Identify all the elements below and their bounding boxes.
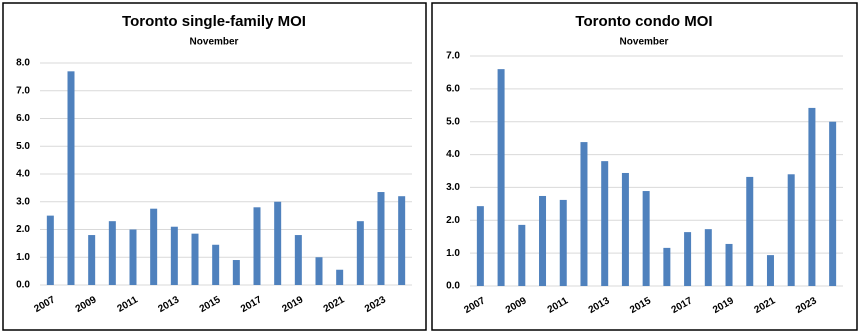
y-tick-label: 3.0	[16, 196, 30, 207]
bar	[497, 69, 505, 287]
chart-subtitle: November	[620, 37, 669, 48]
bar	[315, 257, 323, 285]
bar	[539, 195, 547, 286]
y-tick-label: 5.0	[16, 141, 30, 152]
x-tick-label: 2007	[462, 295, 487, 316]
x-tick-label: 2017	[670, 295, 695, 316]
x-tick-label: 2019	[280, 294, 305, 315]
bar	[67, 71, 75, 285]
bar	[684, 232, 692, 286]
bar	[398, 196, 406, 285]
y-tick-label: 4.0	[446, 149, 460, 160]
bar	[46, 215, 54, 285]
bar	[356, 221, 364, 285]
x-tick-label: 2015	[198, 294, 223, 315]
bar	[253, 207, 261, 285]
bar	[108, 221, 116, 285]
bar	[663, 247, 671, 286]
y-tick-label: 6.0	[446, 83, 460, 94]
y-tick-label: 1.0	[16, 252, 30, 263]
bar	[294, 235, 302, 285]
x-tick-label: 2013	[587, 295, 612, 316]
y-tick-label: 2.0	[446, 215, 460, 226]
x-tick-label: 2009	[74, 294, 99, 315]
chart-title: Toronto single-family MOI	[122, 13, 306, 30]
bar	[642, 191, 650, 286]
bar	[336, 269, 344, 285]
x-tick-label: 2023	[794, 295, 819, 316]
x-tick-label: 2021	[322, 294, 347, 315]
bar	[725, 243, 733, 286]
right-panel-frame	[431, 2, 858, 331]
bar	[232, 260, 240, 285]
bar	[150, 208, 158, 285]
x-tick-label: 2015	[628, 295, 653, 316]
y-tick-label: 1.0	[446, 248, 460, 259]
bar	[476, 206, 484, 286]
bar	[170, 226, 178, 285]
bar	[518, 224, 526, 286]
bar	[766, 255, 774, 286]
y-tick-label: 7.0	[16, 85, 30, 96]
x-tick-label: 2007	[32, 294, 57, 315]
y-tick-label: 0.0	[16, 280, 30, 291]
bar	[212, 244, 220, 285]
bar	[88, 235, 96, 285]
x-tick-label: 2013	[156, 294, 181, 315]
bar	[787, 174, 795, 286]
y-tick-label: 8.0	[16, 58, 30, 69]
x-tick-label: 2023	[363, 294, 388, 315]
bar	[621, 172, 629, 286]
x-tick-label: 2011	[116, 294, 141, 315]
bar	[746, 176, 754, 286]
x-tick-label: 2019	[711, 295, 736, 316]
bar	[601, 161, 609, 286]
y-tick-label: 2.0	[16, 224, 30, 235]
bar	[191, 233, 199, 285]
x-tick-label: 2009	[504, 295, 529, 316]
y-tick-label: 0.0	[446, 281, 460, 292]
bar	[704, 229, 712, 286]
y-tick-label: 6.0	[16, 113, 30, 124]
chart-title: Toronto condo MOI	[575, 13, 712, 30]
y-tick-label: 7.0	[446, 51, 460, 62]
bar	[580, 142, 588, 286]
y-tick-label: 3.0	[446, 182, 460, 193]
chart-subtitle: November	[190, 37, 239, 48]
bar	[129, 229, 137, 285]
y-tick-label: 4.0	[16, 169, 30, 180]
x-tick-label: 2011	[546, 295, 571, 316]
bar	[377, 192, 385, 285]
bar	[829, 121, 837, 286]
bar	[559, 199, 567, 286]
x-tick-label: 2021	[753, 295, 778, 316]
bar	[274, 201, 282, 285]
bar	[808, 107, 816, 287]
y-tick-label: 5.0	[446, 116, 460, 127]
left-panel-frame	[2, 2, 427, 331]
x-tick-label: 2017	[239, 294, 264, 315]
